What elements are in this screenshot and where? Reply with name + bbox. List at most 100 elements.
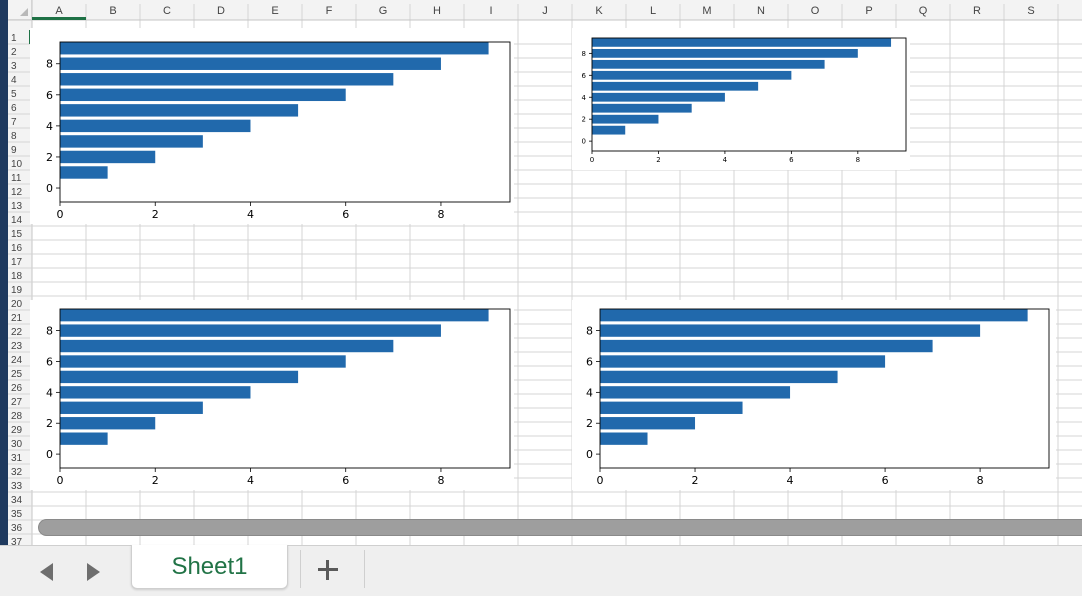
- column-header-G[interactable]: G: [379, 5, 388, 17]
- column-header-L[interactable]: L: [650, 5, 656, 17]
- row-header-12[interactable]: 12: [11, 187, 23, 198]
- row-header-5[interactable]: 5: [11, 89, 17, 100]
- row-header-19[interactable]: 19: [11, 285, 23, 296]
- column-header-A[interactable]: A: [55, 5, 63, 17]
- row-header-11[interactable]: 11: [11, 173, 22, 184]
- bar: [592, 81, 759, 91]
- row-header-13[interactable]: 13: [11, 201, 23, 212]
- column-header-D[interactable]: D: [217, 5, 225, 17]
- worksheet[interactable]: A B C D E F G H I J K L M N O P Q R S 1 2 3 4 5 6 7 8 9 10 11 12 13 14 15…: [8, 0, 1082, 545]
- row-header-9[interactable]: 9: [11, 145, 17, 156]
- row-header-8[interactable]: 8: [11, 131, 17, 142]
- bar: [60, 57, 441, 70]
- bar: [592, 92, 725, 102]
- bar: [60, 88, 346, 102]
- column-header-J[interactable]: J: [542, 5, 548, 17]
- bar: [60, 150, 156, 164]
- x-tick-label: 0: [57, 208, 64, 221]
- row-header-35[interactable]: 35: [11, 509, 23, 520]
- x-tick-label: 6: [789, 156, 794, 164]
- bar: [600, 432, 648, 445]
- row-header-14[interactable]: 14: [11, 215, 23, 226]
- y-tick-label: 6: [46, 89, 53, 102]
- row-header-33[interactable]: 33: [11, 481, 23, 492]
- bar: [600, 386, 791, 399]
- column-header-M[interactable]: M: [702, 5, 711, 17]
- row-header-6[interactable]: 6: [11, 103, 17, 114]
- x-tick-label: 0: [597, 474, 604, 487]
- y-tick-label: 8: [46, 58, 53, 71]
- bar: [600, 339, 933, 353]
- y-tick-label: 4: [46, 120, 53, 133]
- y-tick-label: 0: [586, 448, 593, 461]
- x-tick-label: 4: [787, 474, 794, 487]
- y-tick-label: 8: [46, 325, 53, 338]
- bar: [60, 355, 346, 368]
- row-header-36[interactable]: 36: [11, 523, 23, 534]
- bar: [600, 401, 743, 414]
- row-header-31[interactable]: 31: [11, 453, 23, 464]
- y-tick-label: 6: [46, 355, 53, 368]
- row-header-25[interactable]: 25: [11, 369, 23, 380]
- row-header-17[interactable]: 17: [11, 257, 23, 268]
- triangle-left-icon[interactable]: [40, 563, 53, 581]
- column-header-O[interactable]: O: [811, 5, 820, 17]
- row-header-21[interactable]: 21: [11, 313, 23, 324]
- row-header-37[interactable]: 37: [11, 537, 23, 545]
- sheet-tab-sheet1[interactable]: Sheet1: [131, 545, 288, 589]
- plus-icon[interactable]: [314, 555, 342, 583]
- y-tick-label: 8: [586, 325, 593, 338]
- row-header-34[interactable]: 34: [11, 495, 23, 506]
- row-header-26[interactable]: 26: [11, 383, 23, 394]
- select-all-corner[interactable]: [8, 0, 32, 20]
- column-header-H[interactable]: H: [433, 5, 441, 17]
- tab-divider: [300, 550, 301, 588]
- y-tick-label: 4: [582, 94, 587, 102]
- row-header-2[interactable]: 2: [11, 47, 17, 58]
- row-header-24[interactable]: 24: [11, 355, 23, 366]
- column-header-N[interactable]: N: [757, 5, 765, 17]
- selected-column-marker: [32, 17, 86, 20]
- row-header-10[interactable]: 10: [11, 159, 23, 170]
- row-header-27[interactable]: 27: [11, 397, 23, 408]
- row-header-20[interactable]: 20: [11, 299, 23, 310]
- column-header-F[interactable]: F: [326, 5, 333, 17]
- bar: [600, 370, 838, 384]
- row-header-29[interactable]: 29: [11, 425, 23, 436]
- bar: [600, 355, 886, 368]
- chart-top-left[interactable]: 0 2 4 6 8 0 2 4 6 8: [30, 28, 514, 224]
- column-header-E[interactable]: E: [271, 5, 278, 17]
- row-header-1[interactable]: 1: [11, 33, 17, 44]
- column-header-I[interactable]: I: [489, 5, 492, 17]
- row-header-18[interactable]: 18: [11, 271, 23, 282]
- triangle-right-icon[interactable]: [87, 563, 100, 581]
- bar: [60, 370, 299, 384]
- chart-bottom-right[interactable]: 0 2 4 6 8 0 2 4 6 8: [572, 300, 1056, 490]
- row-header-4[interactable]: 4: [11, 75, 17, 86]
- column-header-C[interactable]: C: [163, 5, 171, 17]
- column-header-R[interactable]: R: [973, 5, 981, 17]
- row-header-16[interactable]: 16: [11, 243, 23, 254]
- row-header-23[interactable]: 23: [11, 341, 23, 352]
- column-header-K[interactable]: K: [595, 5, 603, 17]
- column-header-S[interactable]: S: [1027, 5, 1034, 17]
- row-header-3[interactable]: 3: [11, 61, 17, 72]
- column-header-Q[interactable]: Q: [919, 5, 928, 17]
- horizontal-scrollbar[interactable]: [38, 519, 1082, 536]
- chart-top-right[interactable]: 0 2 4 6 8 0 2 4 6 8: [572, 28, 910, 170]
- row-header-32[interactable]: 32: [11, 467, 23, 478]
- column-header-P[interactable]: P: [865, 5, 872, 17]
- bar: [592, 48, 858, 58]
- bar: [60, 73, 394, 86]
- plot-frame: [59, 308, 511, 469]
- bar: [60, 119, 251, 133]
- row-header-30[interactable]: 30: [11, 439, 23, 450]
- row-header-15[interactable]: 15: [11, 229, 23, 240]
- bar: [60, 42, 489, 55]
- bar: [60, 417, 156, 430]
- chart-bottom-left[interactable]: 0 2 4 6 8 0 2 4 6 8: [30, 300, 514, 490]
- row-header-22[interactable]: 22: [11, 327, 23, 338]
- row-header-28[interactable]: 28: [11, 411, 23, 422]
- column-header-B[interactable]: B: [109, 5, 116, 17]
- row-header-7[interactable]: 7: [11, 117, 17, 128]
